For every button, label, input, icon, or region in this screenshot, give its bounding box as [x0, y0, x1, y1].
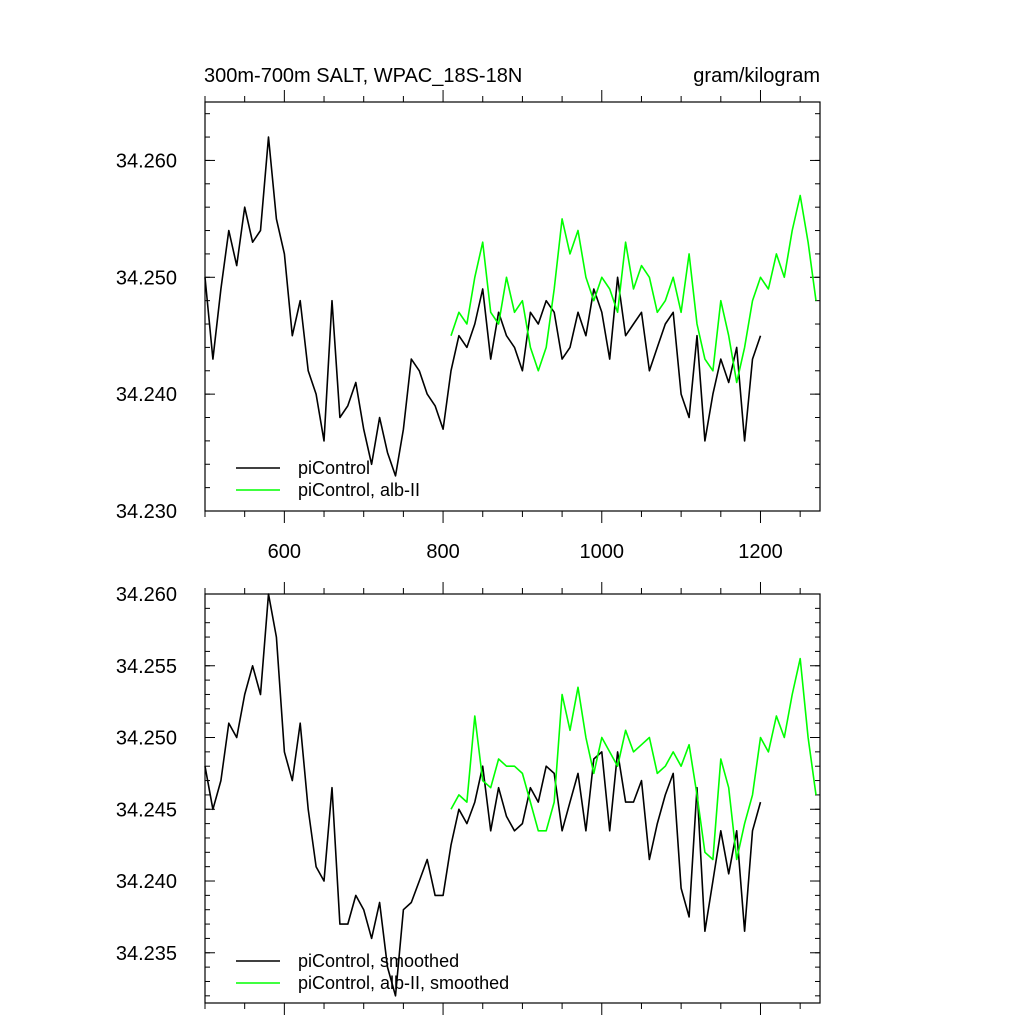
top-legend: piControl piControl, alb-II [236, 458, 420, 500]
y-tick-label: 34.245 [116, 799, 177, 821]
y-tick-label: 34.250 [116, 728, 177, 750]
top-chart-title: 300m-700m SALT, WPAC_18S-18N [204, 65, 522, 87]
top-chart-units: gram/kilogram [693, 65, 820, 87]
y-tick-label: 34.255 [116, 656, 177, 678]
legend-label-alb-ii-smoothed: piControl, alb-II, smoothed [298, 973, 509, 993]
y-tick-label: 34.250 [116, 267, 177, 289]
series-line-picontrol [204, 593, 762, 997]
legend-label-alb-ii: piControl, alb-II [298, 480, 420, 500]
y-tick-label: 34.230 [116, 501, 177, 523]
y-tick-label: 34.240 [116, 384, 177, 406]
bottom-plot-area [204, 593, 817, 997]
bottom-axis-ticks: 34.235 34.240 34.245 34.250 34.255 34.260 [116, 582, 820, 1015]
bottom-plot-frame [204, 593, 821, 1004]
y-tick-label: 34.240 [116, 871, 177, 893]
x-tick-label: 1000 [580, 541, 625, 563]
x-tick-label: 1200 [738, 541, 783, 563]
series-line-alb-ii [450, 194, 817, 384]
series-line-picontrol [204, 136, 762, 477]
top-panel: 300m-700m SALT, WPAC_18S-18N gram/kilogr… [116, 65, 821, 563]
legend-label-picontrol: piControl [298, 458, 370, 478]
top-plot-area [204, 136, 817, 477]
series-line-alb-ii [450, 657, 817, 861]
y-tick-label: 34.260 [116, 584, 177, 606]
y-tick-label: 34.235 [116, 943, 177, 965]
x-tick-label: 600 [268, 541, 301, 563]
top-plot-frame [204, 101, 821, 512]
bottom-panel: 34.235 34.240 34.245 34.250 34.255 34.260 piC… [116, 582, 821, 1015]
x-tick-label: 800 [426, 541, 459, 563]
legend-label-picontrol-smoothed: piControl, smoothed [298, 951, 459, 971]
bottom-legend: piControl, smoothed piControl, alb-II, s… [236, 951, 509, 993]
top-axis-ticks: 34.230 34.240 34.250 34.260 600 800 1000 1200 [116, 90, 820, 563]
y-tick-label: 34.260 [116, 150, 177, 172]
